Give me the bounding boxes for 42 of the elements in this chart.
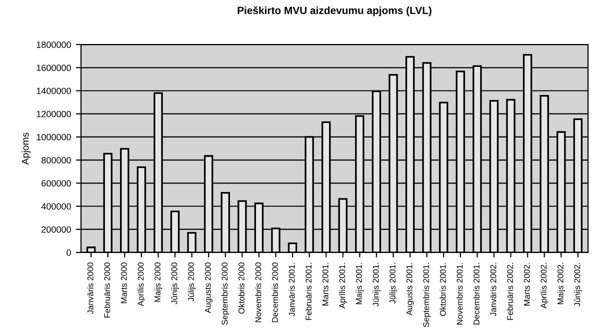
y-tick-label: 0 <box>66 249 71 256</box>
x-tick-label: Janvāris 2000 <box>87 262 94 314</box>
y-tick-label: 400000 <box>41 203 71 210</box>
x-tick-label: Septembris 2000 <box>221 262 230 325</box>
x-tick-label: Septembris 2001. <box>422 262 431 328</box>
x-tick-label: Aprīlis 2001. <box>339 262 347 308</box>
x-tick-label: Maijs 2001. <box>356 262 364 304</box>
x-tick-label: Maijs 2000 <box>154 262 162 302</box>
y-tick-label: 1400000 <box>36 88 71 94</box>
y-axis-title: Apjoms <box>22 132 31 165</box>
x-tick-label: Augusts 2001. <box>406 262 414 316</box>
x-tick-label: Marts 2000 <box>120 262 127 304</box>
x-tick-label: Aprīlis 2000 <box>138 262 146 306</box>
x-tick-label: Jūnijs 2001. <box>372 262 380 307</box>
x-tick-label: Jūnijs 2002. <box>574 262 582 307</box>
x-tick-label: Janvāris 2002. <box>490 262 496 316</box>
x-tick-label: Jūlijs 2000 <box>188 262 196 302</box>
x-tick-label: Janvāris 2001. <box>288 262 295 316</box>
x-tick-label: Februāris 2001. <box>305 262 312 320</box>
x-tick-label: Oktobris 2000 <box>238 262 244 314</box>
x-tick-label: Marts 2001. <box>322 262 328 306</box>
x-tick-label: Aprīlis 2002. <box>540 262 548 308</box>
x-tick-label: Decembris 2001. <box>473 262 480 324</box>
y-tick-label: 1000000 <box>36 134 71 140</box>
y-tick-label: 1600000 <box>36 64 71 72</box>
x-tick-label: Jūnijs 2000 <box>171 262 179 304</box>
y-tick-label: 1800000 <box>36 42 71 48</box>
chart-title: Pieškirto MVU aizdevumu apjoms (LVL) <box>238 6 432 16</box>
x-tick-label: Februāris 2000 <box>104 262 110 318</box>
y-tick-label: 1200000 <box>36 110 71 118</box>
x-tick-label: Novembris 2000 <box>255 262 262 322</box>
x-tick-label: Februāris 2002. <box>506 262 514 320</box>
x-tick-label: Marts 2002. <box>524 262 530 306</box>
y-tick-label: 800000 <box>42 157 71 164</box>
x-tick-label: Decembris 2000 <box>272 262 278 322</box>
y-tick-label: 600000 <box>42 180 71 187</box>
y-tick-label: 200000 <box>42 226 71 233</box>
x-tick-label: Jūlijs 2001. <box>389 262 398 304</box>
x-tick-label: Maijs 2002. <box>557 262 566 304</box>
x-tick-label: Novembris 2001. <box>456 262 463 324</box>
x-tick-label: Augusts 2000 <box>204 262 212 314</box>
x-tick-label: Oktobris 2001. <box>440 262 446 316</box>
